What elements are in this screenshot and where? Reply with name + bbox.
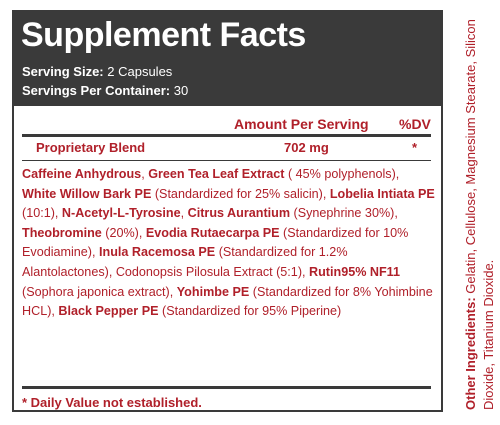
header-bar: Supplement Facts Serving Size: 2 Capsule… <box>14 12 441 106</box>
servings-per-container-value: 30 <box>173 83 189 98</box>
ingredient-detail: ( 45% polyphenols) <box>287 167 396 181</box>
ingredient-detail: Codonopsis Pilosula Extract (5:1) <box>115 264 303 279</box>
ingredient-detail: (Standardized for 95% Piperine) <box>162 304 342 319</box>
ingredient-name: Black Pepper PE <box>58 304 159 319</box>
ingredient-name: Rutin95% NF11 <box>309 264 400 279</box>
blend-amount: 702 mg <box>284 140 329 155</box>
panel-title: Supplement Facts <box>21 16 306 54</box>
blend-divider <box>22 160 431 161</box>
servings-per-container: Servings Per Container: 30 <box>22 83 188 98</box>
supplement-facts-panel: Supplement Facts Serving Size: 2 Capsule… <box>12 10 443 412</box>
ingredient-name: N-Acetyl-L-Tyrosine <box>61 206 181 221</box>
ingredient-detail: (Standardized for 10% Evodiamine) <box>22 225 409 260</box>
dv-column-header: %DV <box>399 116 431 132</box>
servings-per-container-label: Servings Per Container: <box>22 83 171 98</box>
serving-size-value: 2 Capsules <box>107 64 173 79</box>
ingredient-name: Caffeine Anhydrous <box>22 167 142 181</box>
ingredient-detail: (Sophora japonica extract) <box>22 284 170 299</box>
ingredient-detail: (10:1) <box>22 206 55 221</box>
ingredient-name: Citrus Aurantium <box>187 206 291 221</box>
ingredient-name: White Willow Bark PE <box>22 186 152 201</box>
ingredient-list: Caffeine Anhydrous, Green Tea Leaf Extra… <box>22 167 435 319</box>
other-ingredients-label: Other Ingredients: <box>463 297 478 410</box>
ingredient-detail: (Standardized for 1.2% Alantolactones) <box>22 245 348 279</box>
serving-size-label: Serving Size: <box>22 64 104 79</box>
serving-size: Serving Size: 2 Capsules <box>22 64 172 79</box>
blend-dv: * <box>412 140 418 155</box>
footnote: * Daily Value not established. <box>22 395 202 410</box>
ingredient-detail: (Standardized for 8% Yohimbine HCL) <box>22 284 433 319</box>
header-divider <box>22 134 431 137</box>
ingredient-name: Lobelia Intiata PE <box>329 186 435 201</box>
blend-name: Proprietary Blend <box>36 140 146 155</box>
amount-column-header: Amount Per Serving <box>234 116 369 132</box>
ingredient-name: Green Tea Leaf Extract <box>148 167 285 181</box>
ingredient-name: Theobromine <box>22 225 102 240</box>
ingredient-detail: (20%) <box>105 225 139 240</box>
footnote-divider <box>22 386 431 389</box>
ingredient-detail: (Standardized for 25% salicin) <box>154 186 323 201</box>
ingredient-detail: (Synephrine 30%) <box>293 206 395 221</box>
other-ingredients: Other Ingredients: Gelatin, Cellulose, M… <box>462 0 498 410</box>
ingredient-name: Yohimbe PE <box>176 284 250 299</box>
ingredient-name: Evodia Rutaecarpa PE <box>145 225 280 240</box>
ingredient-name: Inula Racemosa PE <box>99 245 216 260</box>
